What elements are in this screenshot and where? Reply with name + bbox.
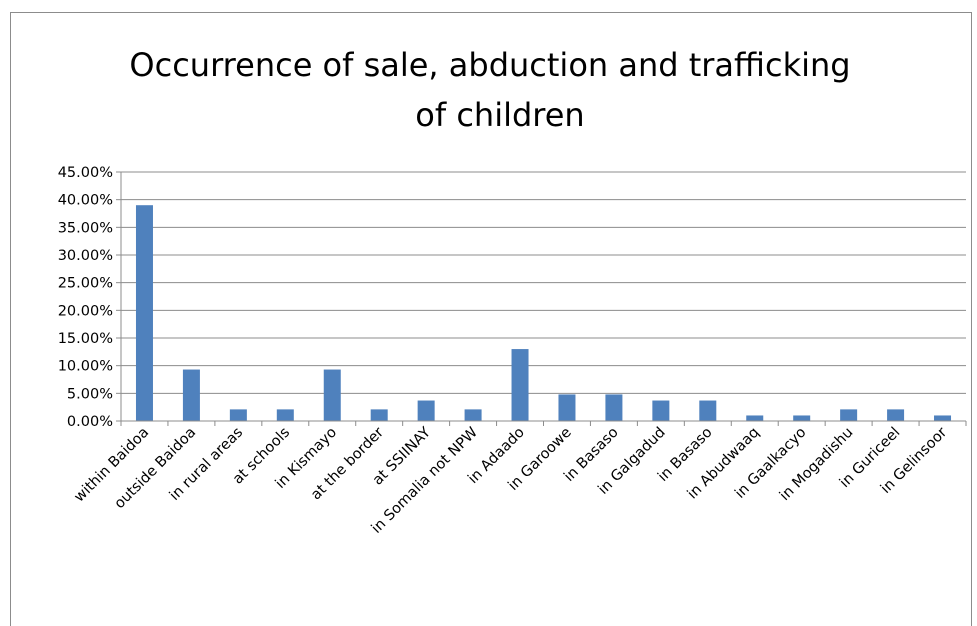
bar — [840, 409, 858, 421]
bar — [652, 400, 670, 421]
bar — [135, 205, 153, 421]
bar — [229, 409, 247, 421]
y-tick-label: 25.00% — [58, 276, 113, 292]
bar — [511, 349, 529, 421]
bar — [558, 394, 576, 421]
bars — [135, 205, 952, 421]
bar — [417, 400, 435, 421]
bar — [323, 369, 341, 421]
y-tick-label: 0.00% — [67, 414, 113, 430]
bar — [605, 394, 623, 421]
y-tick-label: 35.00% — [58, 220, 113, 236]
chart-frame — [10, 12, 972, 626]
bar — [887, 409, 905, 421]
x-tick-label: outside Baidoa — [112, 425, 200, 513]
bar — [276, 409, 294, 421]
y-tick-label: 45.00% — [58, 165, 113, 181]
bar — [464, 409, 482, 421]
gridlines — [121, 171, 966, 394]
y-tick-label: 30.00% — [58, 248, 113, 264]
bar — [699, 400, 717, 421]
bar — [370, 409, 388, 421]
y-tick-label: 20.00% — [58, 303, 113, 319]
y-tick-label: 15.00% — [58, 331, 113, 347]
y-tick-label: 5.00% — [67, 386, 113, 402]
bar — [793, 415, 811, 421]
axes — [120, 172, 967, 426]
chart-title-line-1: Occurrence of sale, abduction and traffi… — [129, 46, 850, 84]
y-tick-label: 40.00% — [58, 193, 113, 209]
bar — [934, 415, 952, 421]
y-axis-ticks: 0.00% 5.00% 10.00% 15.00% 20.00% 25.00% 30.00%… — [58, 165, 121, 430]
y-tick-label: 10.00% — [58, 359, 113, 375]
chart-title-line-2: of children — [415, 96, 584, 134]
bar — [182, 369, 200, 421]
bar — [746, 415, 764, 421]
